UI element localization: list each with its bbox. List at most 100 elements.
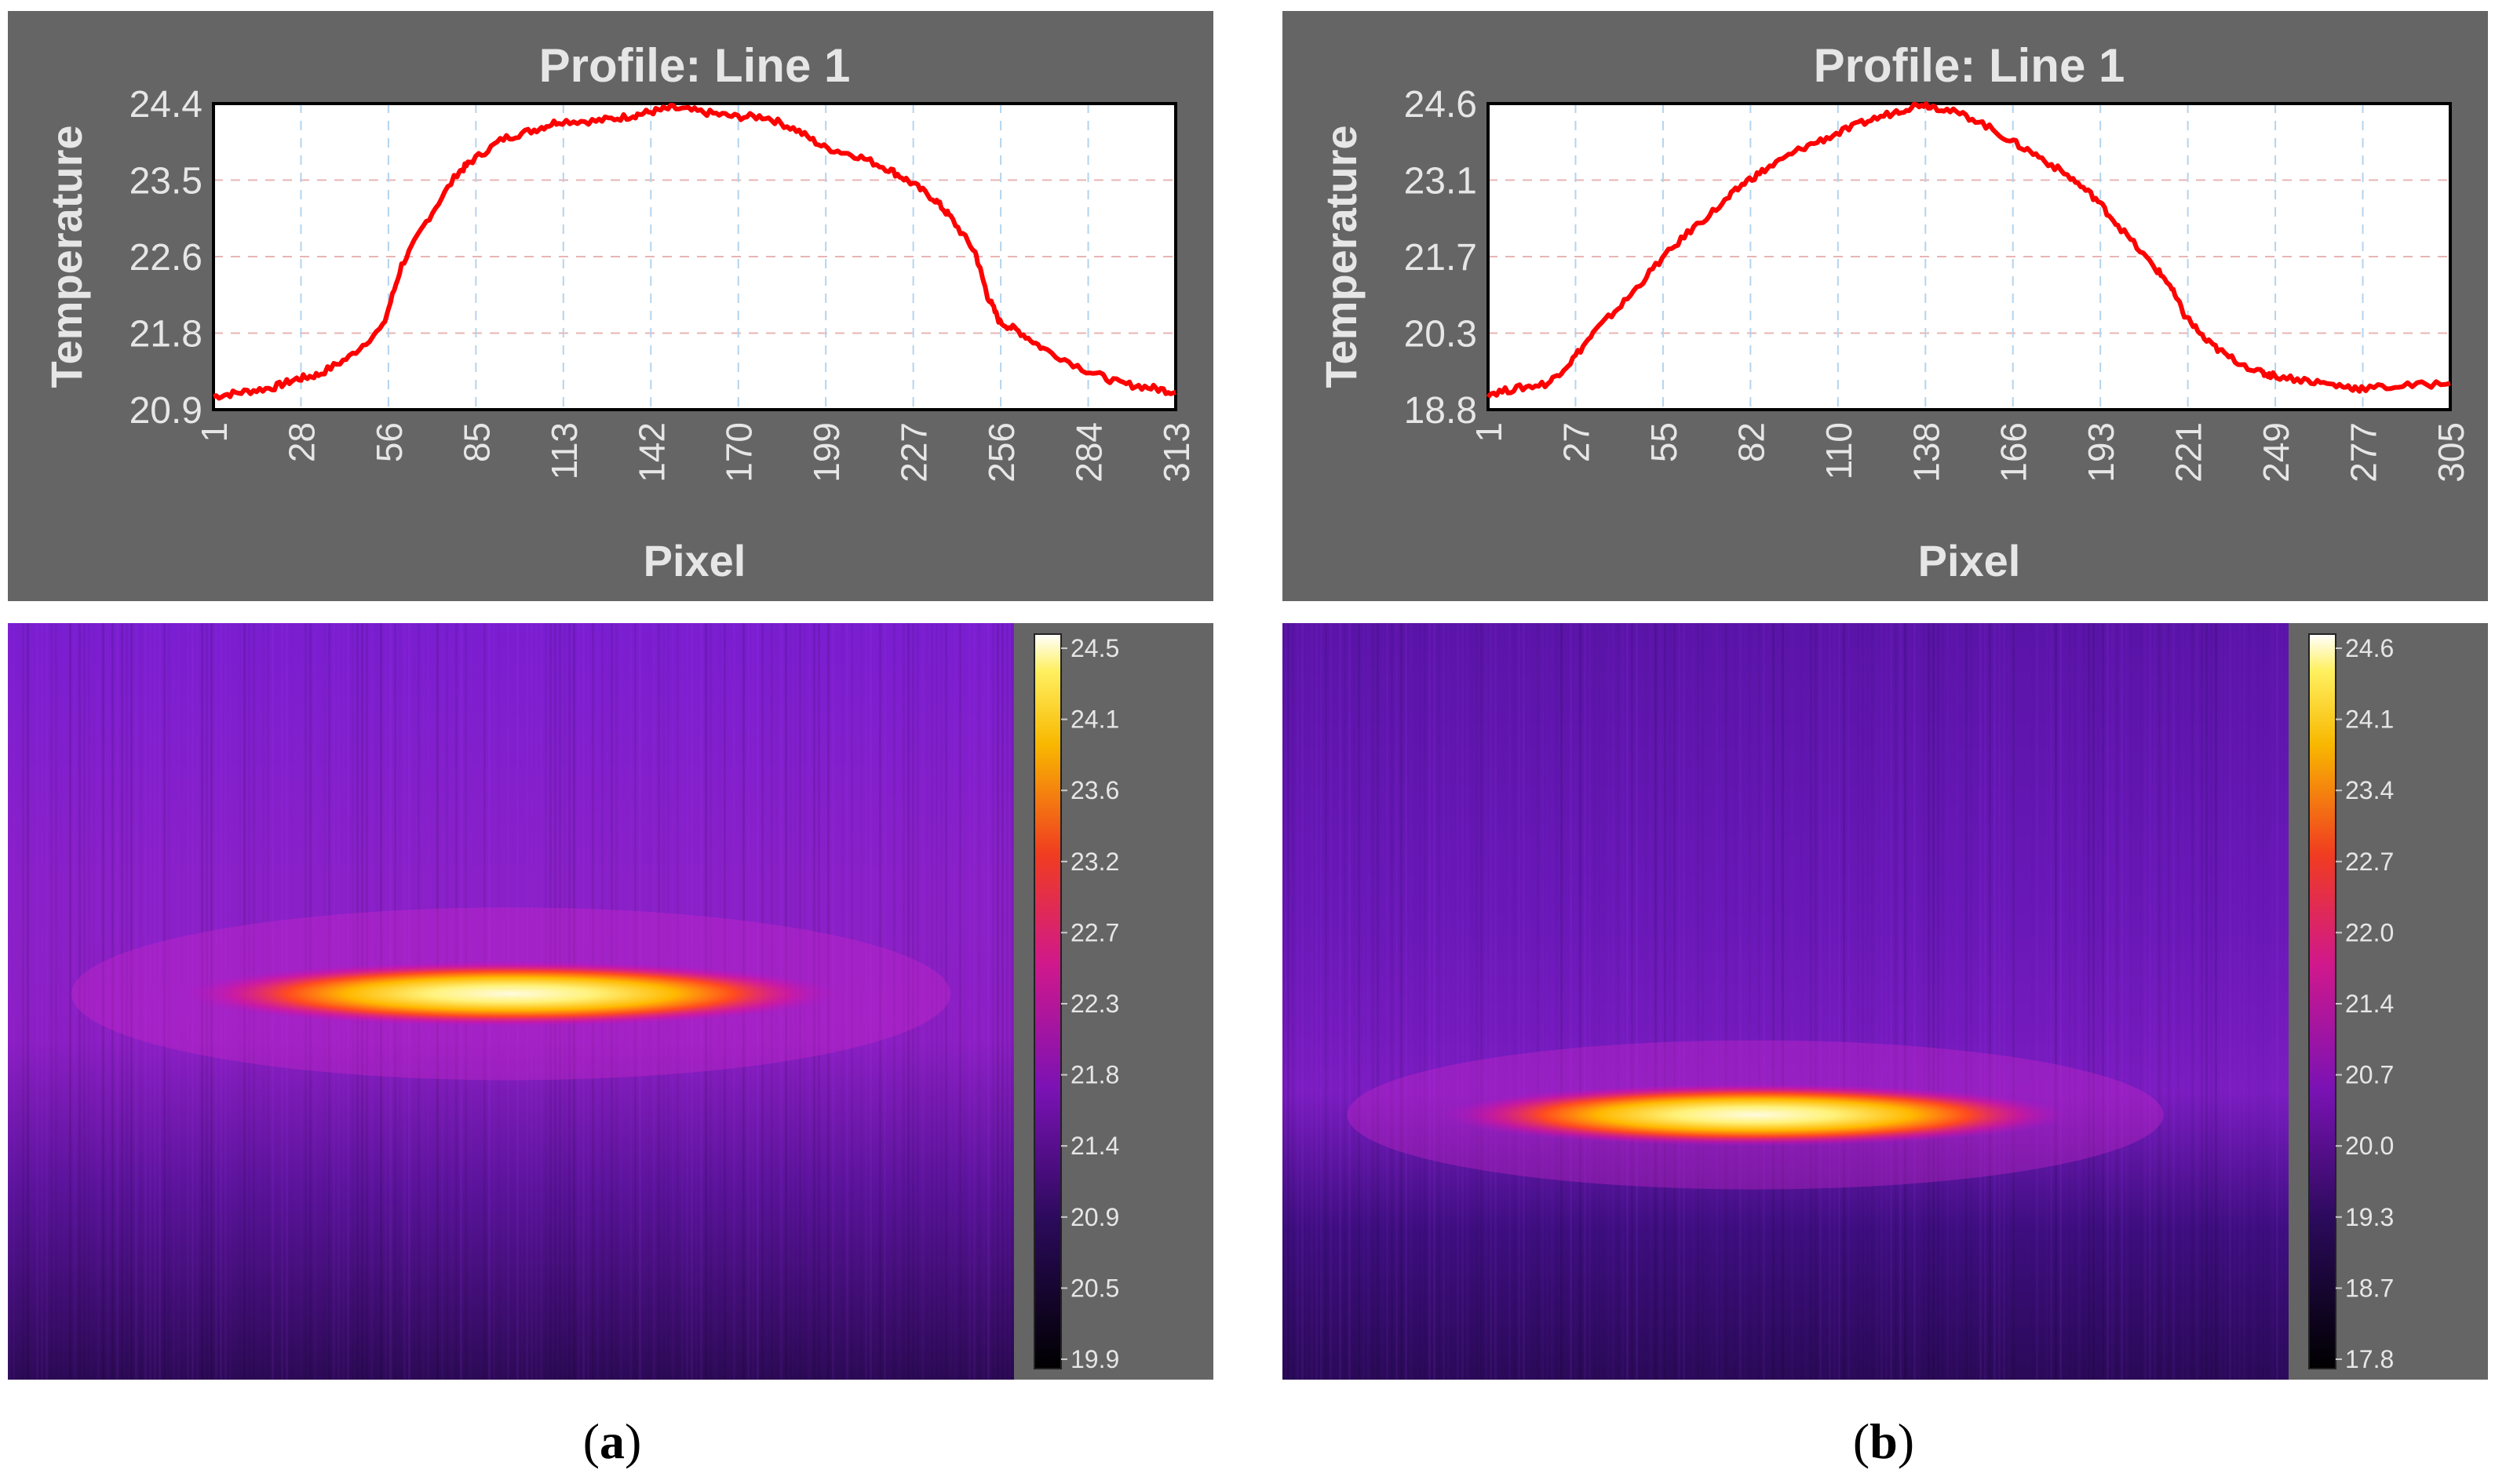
thermal-background: [1282, 623, 2289, 1380]
streak: [1720, 623, 1723, 1380]
colorbar-tick-label: 20.7: [2345, 1061, 2394, 1089]
streak: [50, 623, 53, 1380]
x-tick-label: 249: [2256, 422, 2296, 483]
x-tick-label: 277: [2344, 422, 2384, 483]
plot-frame: [212, 102, 1177, 411]
streak: [1508, 623, 1511, 1380]
streak: [983, 623, 985, 1380]
hotspot: [1441, 1083, 2070, 1147]
streak: [1480, 623, 1483, 1380]
streak: [1800, 623, 1803, 1380]
streak: [2107, 623, 2109, 1380]
streak: [1993, 623, 1996, 1380]
streak: [1297, 623, 1299, 1380]
streak: [116, 623, 119, 1380]
streak: [1395, 623, 1398, 1380]
streak: [987, 623, 990, 1380]
streak: [1490, 623, 1492, 1380]
streak: [60, 623, 62, 1380]
chart-title: Profile: Line 1: [1814, 39, 2125, 92]
streak: [1504, 623, 1506, 1380]
streak: [1659, 623, 1662, 1380]
streak: [1621, 623, 1624, 1380]
thermal-view-a: 24.5 24.1 23.6 23.2 22.7 22.3 21.8 21.4 20.9 20.5…: [8, 623, 1119, 1380]
x-tick-label: 305: [2431, 422, 2471, 483]
streak: [1942, 623, 1944, 1380]
streak: [1786, 623, 1789, 1380]
streak: [2050, 623, 2052, 1380]
x-tick-label: 110: [1818, 422, 1859, 479]
x-tick-label: 193: [2081, 422, 2121, 483]
streak: [2139, 623, 2142, 1380]
streak: [1904, 623, 1906, 1380]
streak: [1772, 623, 1775, 1380]
streak: [2210, 623, 2212, 1380]
streak: [159, 623, 161, 1380]
streak: [973, 623, 976, 1380]
streak: [879, 623, 881, 1380]
streak: [102, 623, 104, 1380]
streak: [2102, 623, 2104, 1380]
streak: [1763, 623, 1765, 1380]
streak: [130, 623, 133, 1380]
y-tick-label: 20.9: [129, 390, 202, 432]
streak: [1320, 623, 1322, 1380]
streak: [154, 623, 156, 1380]
colorbar: [1034, 633, 1062, 1369]
streak: [1565, 623, 1567, 1380]
streak: [187, 623, 189, 1380]
streak: [2022, 623, 2024, 1380]
colorbar-tick-label: 24.5: [1071, 634, 1119, 662]
x-axis-label: Pixel: [644, 536, 746, 585]
streak: [1961, 623, 1963, 1380]
y-axis-label: Temperature: [42, 125, 91, 388]
streak: [1810, 623, 1812, 1380]
streak: [2281, 623, 2283, 1380]
colorbar-tick-label: 24.6: [2345, 634, 2394, 662]
series-line: [1486, 101, 2451, 399]
colorbar-tick-label: 21.4: [2345, 990, 2394, 1018]
streak: [1829, 623, 1831, 1380]
streak: [1805, 623, 1807, 1380]
chart-panel-b: Profile: Line 1 24.6 23.1 21.7 20.3 18.8 1 27 55…: [1282, 11, 2488, 601]
streak: [1678, 623, 1680, 1380]
streak: [126, 623, 128, 1380]
colorbar-tick-label: 22.3: [1071, 990, 1119, 1018]
streak: [912, 623, 914, 1380]
streak: [1433, 623, 1435, 1380]
colorbar-tick-label: 20.0: [2345, 1132, 2394, 1160]
streak: [2248, 623, 2250, 1380]
streak: [950, 623, 952, 1380]
streak: [2201, 623, 2203, 1380]
streak: [959, 623, 961, 1380]
streak: [69, 623, 71, 1380]
streak: [1301, 623, 1304, 1380]
streak: [2177, 623, 2179, 1380]
streak: [1824, 623, 1826, 1380]
streak: [997, 623, 999, 1380]
streak: [2243, 623, 2245, 1380]
streak: [1551, 623, 1553, 1380]
streak: [1339, 623, 1341, 1380]
streak: [921, 623, 924, 1380]
y-axis-label: Temperature: [1316, 125, 1366, 388]
streak: [1951, 623, 1953, 1380]
streak: [1739, 623, 1742, 1380]
x-tick-label: 221: [2169, 422, 2209, 483]
streak: [1560, 623, 1563, 1380]
caption-letter-a: a: [600, 1413, 625, 1469]
colorbar-tick-label: 21.4: [1071, 1132, 1119, 1160]
streak: [74, 623, 76, 1380]
streak: [1612, 623, 1614, 1380]
streak: [64, 623, 67, 1380]
streak: [22, 623, 24, 1380]
streak: [1546, 623, 1548, 1380]
streak: [917, 623, 919, 1380]
colorbar-tick-label: 24.1: [1071, 706, 1119, 734]
x-tick-label: 138: [1906, 422, 1946, 483]
streak: [2036, 623, 2038, 1380]
streak: [2229, 623, 2231, 1380]
streak: [1424, 623, 1426, 1380]
y-tick-label: 18.8: [1404, 390, 1477, 432]
streak: [1452, 623, 1454, 1380]
